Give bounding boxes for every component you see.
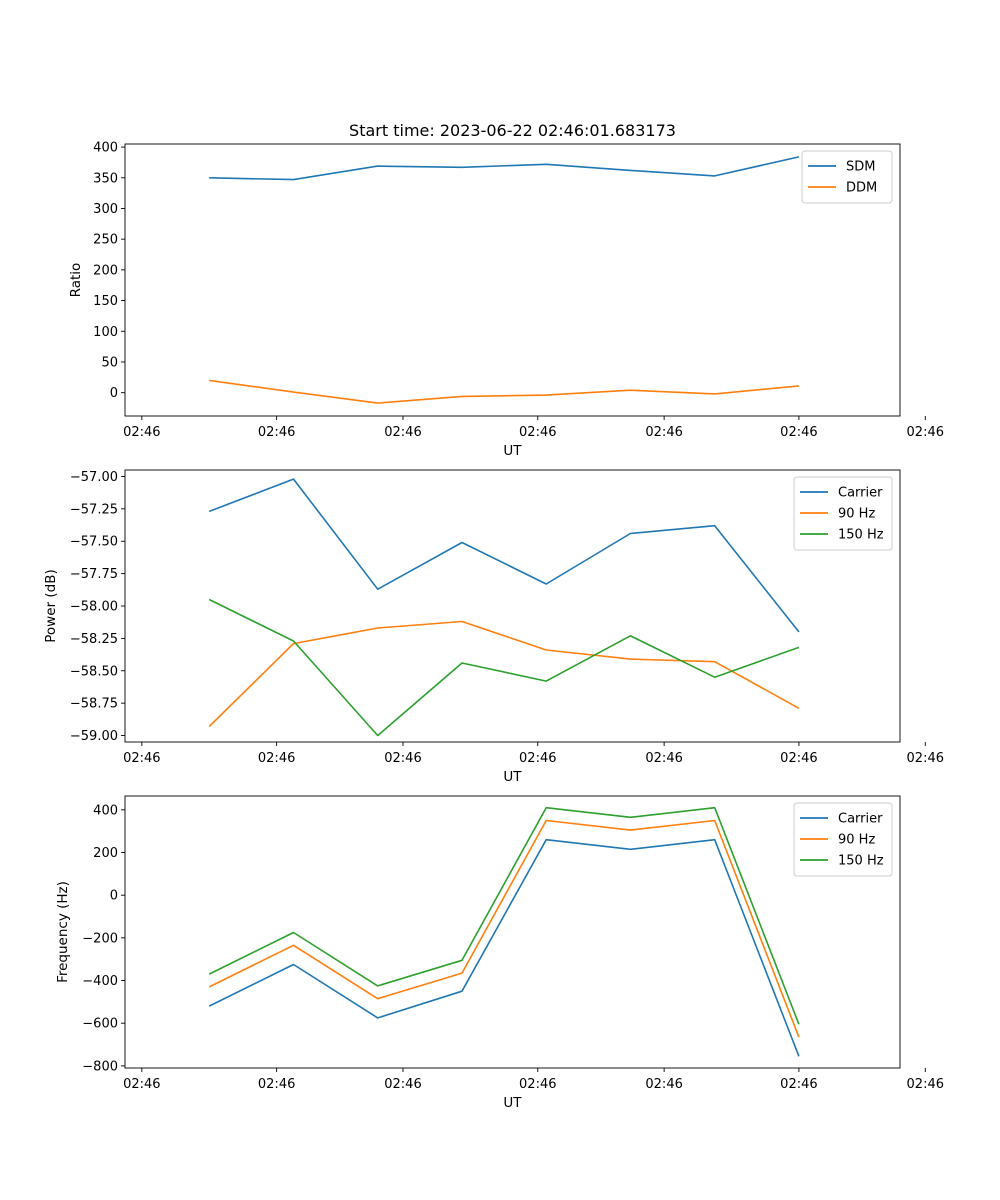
x-tick-label: 02:46 <box>907 1077 944 1092</box>
legend-label: SDM <box>846 160 875 175</box>
series-line-sdm <box>209 156 800 181</box>
y-tick-label: 200 <box>93 846 118 861</box>
series-line-150-hz <box>208 806 800 1025</box>
y-tick-label: −58.50 <box>70 664 118 679</box>
legend: SDM DDM <box>801 150 893 204</box>
series-line-90-hz <box>208 620 800 728</box>
legend: Carrier 90 Hz 150 Hz <box>793 476 893 551</box>
x-tick-label: 02:46 <box>123 751 160 766</box>
x-tick-label: 02:46 <box>780 1077 817 1092</box>
x-tick-label: 02:46 <box>384 1077 421 1092</box>
x-tick-label: 02:46 <box>519 425 556 440</box>
x-tick-label: 02:46 <box>780 751 817 766</box>
x-tick-label: 02:46 <box>258 425 295 440</box>
x-tick-label: 02:46 <box>258 1077 295 1092</box>
x-tick-label: 02:46 <box>384 751 421 766</box>
x-tick-label: 02:46 <box>645 425 682 440</box>
x-tick-label: 02:46 <box>519 751 556 766</box>
y-axis-label: Ratio <box>68 263 84 298</box>
y-tick-label: −57.25 <box>70 502 118 517</box>
y-tick-label: 0 <box>110 889 118 904</box>
axes-frame <box>124 143 901 417</box>
legend-box <box>793 476 893 551</box>
y-tick-label: 400 <box>93 803 118 818</box>
y-tick-label: 350 <box>93 171 118 186</box>
series-line-carrier <box>208 838 800 1057</box>
x-axis-label: UT <box>503 443 522 459</box>
legend-label: Carrier <box>838 486 883 501</box>
y-tick-label: −58.25 <box>70 632 118 647</box>
x-axis-label: UT <box>503 769 522 785</box>
legend-label: 150 Hz <box>838 528 884 543</box>
series-line-carrier <box>208 478 800 633</box>
y-tick-label: −59.00 <box>70 729 118 744</box>
panel-1: 02:46 02:46 02:46 02:46 02:46 02:46 02:46 0 50 10… <box>68 121 944 459</box>
x-tick-label: 02:46 <box>384 425 421 440</box>
y-tick-label: 200 <box>93 263 118 278</box>
y-tick-label: 150 <box>93 294 118 309</box>
legend-box <box>801 150 893 204</box>
legend-label: DDM <box>846 181 877 196</box>
panel-2: 02:46 02:46 02:46 02:46 02:46 02:46 02:46 −57.0… <box>43 469 944 785</box>
legend-label: Carrier <box>838 812 883 827</box>
series-line-90-hz <box>208 819 800 1038</box>
y-tick-label: −200 <box>82 931 118 946</box>
y-tick-label: 400 <box>93 141 118 156</box>
y-tick-label: 0 <box>110 386 118 401</box>
x-axis-label: UT <box>503 1095 522 1111</box>
y-tick-label: −58.00 <box>70 600 118 615</box>
series-line-ddm <box>209 379 799 404</box>
y-tick-label: −57.75 <box>70 567 118 582</box>
y-tick-label: 100 <box>93 325 118 340</box>
y-tick-label: 50 <box>101 355 118 370</box>
legend-label: 90 Hz <box>838 833 875 848</box>
x-tick-label: 02:46 <box>123 425 160 440</box>
y-tick-label: −800 <box>82 1059 118 1074</box>
legend: Carrier 90 Hz 150 Hz <box>793 802 893 877</box>
legend-label: 150 Hz <box>838 854 884 869</box>
y-tick-label: 300 <box>93 202 118 217</box>
x-tick-label: 02:46 <box>907 751 944 766</box>
series-line-150-hz <box>208 598 800 737</box>
axes-frame <box>124 469 901 743</box>
chart-title: Start time: 2023-06-22 02:46:01.683173 <box>349 121 676 140</box>
x-tick-label: 02:46 <box>645 1077 682 1092</box>
y-tick-label: 250 <box>93 233 118 248</box>
y-tick-label: −57.50 <box>70 535 118 550</box>
y-tick-label: −600 <box>82 1017 118 1032</box>
y-tick-label: −400 <box>82 974 118 989</box>
panel-3: 02:46 02:46 02:46 02:46 02:46 02:46 02:46 400 20… <box>55 795 944 1111</box>
x-tick-label: 02:46 <box>258 751 295 766</box>
axes-frame <box>124 795 901 1069</box>
legend-box <box>793 802 893 877</box>
x-tick-label: 02:46 <box>645 751 682 766</box>
x-tick-label: 02:46 <box>123 1077 160 1092</box>
legend-label: 90 Hz <box>838 507 875 522</box>
y-tick-label: −58.75 <box>70 697 118 712</box>
x-tick-label: 02:46 <box>519 1077 556 1092</box>
x-tick-label: 02:46 <box>780 425 817 440</box>
y-axis-label: Power (dB) <box>43 569 59 642</box>
x-tick-label: 02:46 <box>907 425 944 440</box>
y-axis-label: Frequency (Hz) <box>55 881 71 983</box>
y-tick-label: −57.00 <box>70 470 118 485</box>
